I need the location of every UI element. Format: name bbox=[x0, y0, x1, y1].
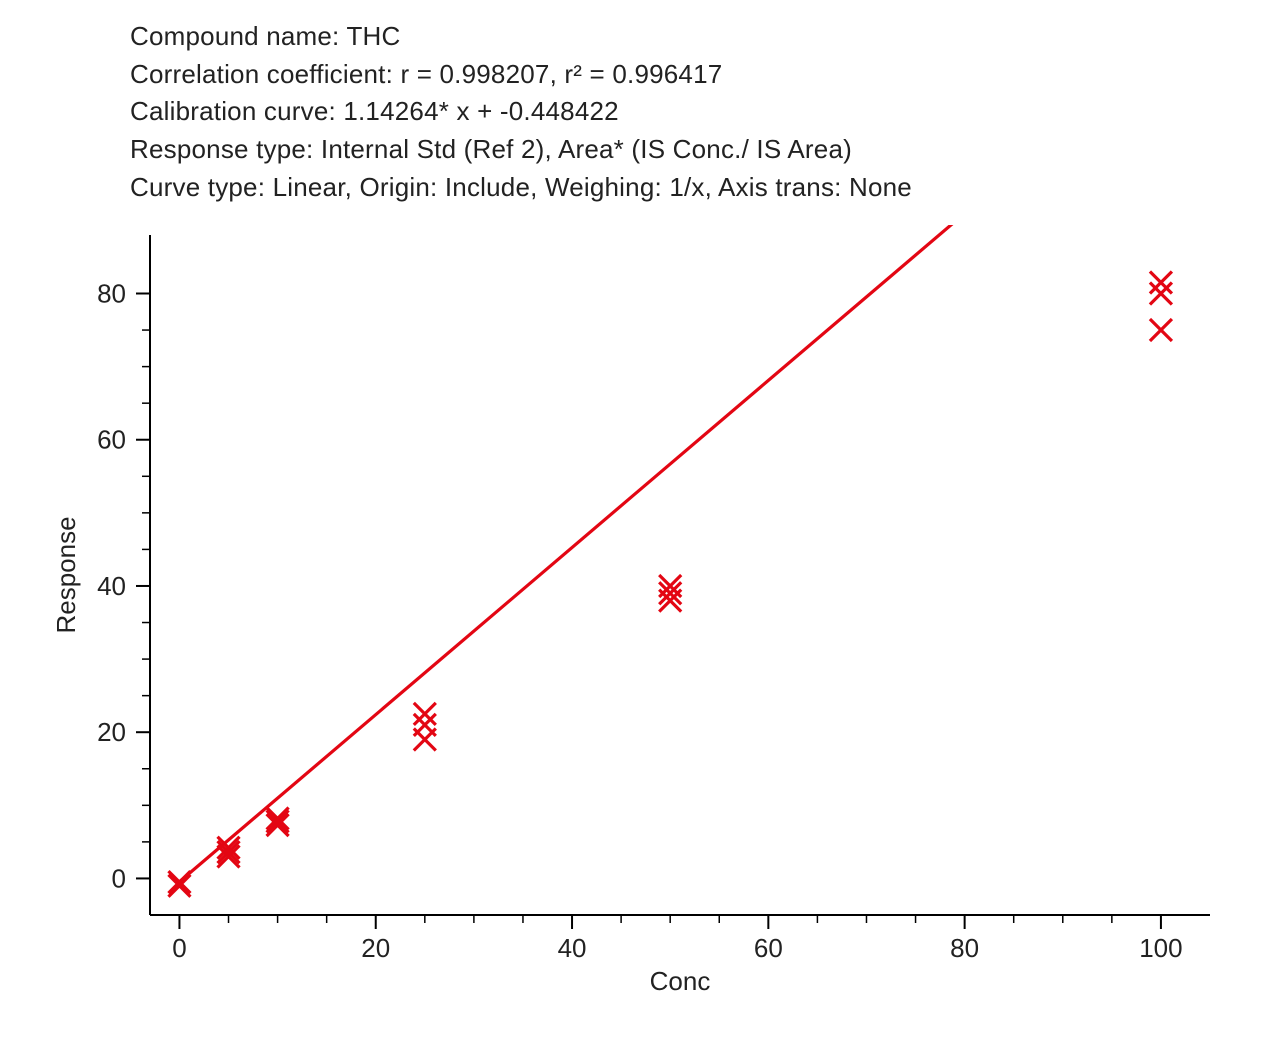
meta-correlation-line: Correlation coefficient: r = 0.998207, r… bbox=[130, 56, 912, 94]
data-point bbox=[1150, 319, 1172, 341]
calibration-equation: 1.14264* x + -0.448422 bbox=[343, 96, 618, 126]
meta-label: Compound name: bbox=[130, 21, 346, 51]
chart-svg: 0 20 40 60 80 100 0 20 40 60 80 Conc Response bbox=[40, 225, 1240, 1015]
meta-curvetype-line: Curve type: Linear, Origin: Include, Wei… bbox=[130, 169, 912, 207]
compound-name: THC bbox=[346, 21, 400, 51]
chart-metadata-block: Compound name: THC Correlation coefficie… bbox=[130, 18, 912, 206]
y-tick-label: 0 bbox=[112, 863, 126, 893]
calibration-chart: 0 20 40 60 80 100 0 20 40 60 80 Conc Response bbox=[40, 225, 1240, 1015]
data-point bbox=[1150, 272, 1172, 294]
regression-line bbox=[179, 225, 1160, 882]
curve-type: Linear, Origin: Include, Weighing: 1/x, … bbox=[273, 172, 912, 202]
data-point bbox=[168, 871, 190, 893]
x-tick-label: 80 bbox=[950, 933, 979, 963]
meta-calibration-line: Calibration curve: 1.14264* x + -0.44842… bbox=[130, 93, 912, 131]
x-tick-label: 0 bbox=[172, 933, 186, 963]
y-tick-label: 60 bbox=[97, 425, 126, 455]
y-axis-label: Response bbox=[51, 516, 81, 633]
data-point bbox=[1150, 282, 1172, 304]
meta-label: Response type: bbox=[130, 134, 321, 164]
meta-label: Correlation coefficient: bbox=[130, 59, 400, 89]
meta-compound-line: Compound name: THC bbox=[130, 18, 912, 56]
response-type: Internal Std (Ref 2), Area* (IS Conc./ I… bbox=[321, 134, 852, 164]
x-tick-label: 100 bbox=[1139, 933, 1182, 963]
x-axis-label: Conc bbox=[650, 966, 711, 996]
x-tick-label: 20 bbox=[361, 933, 390, 963]
meta-label: Curve type: bbox=[130, 172, 273, 202]
meta-label: Calibration curve: bbox=[130, 96, 343, 126]
correlation-values: r = 0.998207, r² = 0.996417 bbox=[400, 59, 722, 89]
data-point bbox=[414, 703, 436, 725]
meta-response-line: Response type: Internal Std (Ref 2), Are… bbox=[130, 131, 912, 169]
x-tick-label: 40 bbox=[558, 933, 587, 963]
y-tick-label: 40 bbox=[97, 571, 126, 601]
data-point bbox=[218, 841, 240, 863]
data-point bbox=[267, 810, 289, 832]
x-tick-label: 60 bbox=[754, 933, 783, 963]
y-tick-label: 20 bbox=[97, 717, 126, 747]
data-point bbox=[414, 714, 436, 736]
y-tick-label: 80 bbox=[97, 278, 126, 308]
data-point bbox=[168, 875, 190, 897]
